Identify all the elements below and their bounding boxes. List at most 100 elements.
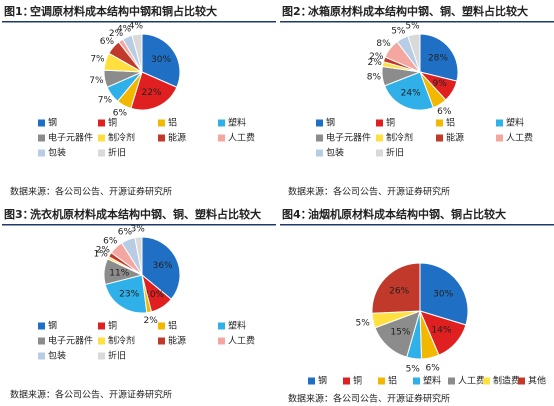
legend-swatch: [38, 149, 45, 157]
slice-label: 5%: [391, 27, 406, 37]
legend-label: 能源: [168, 132, 186, 144]
legend-label: 制冷剂: [108, 335, 135, 347]
legend-swatch: [98, 134, 105, 142]
legend-label: 铝: [168, 320, 177, 332]
legend-label: 塑料: [423, 375, 441, 387]
legend-label: 铜: [353, 375, 362, 387]
title-rule: [2, 21, 276, 23]
slice-label: 36%: [153, 261, 173, 271]
legend-swatch: [38, 119, 45, 127]
slice-label: 7%: [98, 95, 113, 105]
slice-label: 7%: [90, 55, 105, 65]
slice-label: 5%: [406, 365, 421, 375]
slice-label: 6%: [437, 107, 452, 117]
legend-swatch: [376, 119, 383, 127]
legend-swatch: [158, 119, 165, 127]
slice-label: 8%: [376, 39, 391, 49]
slice-label: 24%: [401, 88, 421, 98]
pie-slice: [104, 274, 148, 314]
legend-swatch: [448, 377, 455, 385]
slice-label: 3%: [130, 224, 145, 234]
slice-label: 2%: [368, 58, 383, 68]
chart-title: 洗衣机原材料成本结构中钢、铜、塑料占比较大: [30, 207, 261, 221]
slice-label: 8%: [367, 73, 382, 83]
slice-label: 2%: [109, 29, 124, 39]
legend-label: 制冷剂: [386, 132, 413, 144]
slice-label: 22%: [141, 88, 161, 98]
slice-label: 10%: [144, 290, 164, 300]
legend-label: 折旧: [108, 350, 126, 362]
pie-slice: [130, 71, 178, 111]
slice-label: 2%: [369, 52, 384, 62]
legend-label: 钢: [48, 320, 57, 332]
pie-slice: [134, 236, 143, 276]
legend-label: 铝: [446, 117, 455, 129]
legend-swatch: [436, 134, 443, 142]
slice-label: 28%: [428, 53, 448, 63]
legend-swatch: [376, 149, 383, 157]
legend-swatch: [218, 134, 225, 142]
slice-label: 14%: [431, 326, 451, 336]
figure-label: 图3：: [4, 208, 34, 221]
slice-label: 2%: [96, 246, 111, 256]
legend-swatch: [343, 377, 350, 385]
legend-label: 包装: [48, 147, 66, 159]
chart-title: 冰箱原材料成本结构中钢、铜、塑料占比较大: [308, 4, 528, 18]
legend-swatch: [316, 119, 323, 127]
legend-swatch: [158, 337, 165, 345]
slice-label: 30%: [433, 289, 453, 299]
legend-swatch: [496, 119, 503, 127]
title-rule: [280, 224, 554, 226]
legend-swatch: [413, 377, 420, 385]
legend-label: 电子元器件: [326, 132, 371, 144]
legend-label: 人工费: [228, 335, 255, 347]
legend-swatch: [38, 337, 45, 345]
figure-label: 图4：: [282, 208, 312, 221]
slice-label: 6%: [113, 108, 128, 118]
legend-label: 包装: [326, 147, 344, 159]
legend-swatch: [518, 377, 525, 385]
legend-label: 能源: [446, 132, 464, 144]
legend-label: 铜: [386, 117, 395, 129]
legend-label: 折旧: [108, 147, 126, 159]
legend-label: 电子元器件: [48, 132, 93, 144]
legend-label: 钢: [318, 375, 327, 387]
slice-label: 23%: [119, 289, 139, 299]
slice-label: 9%: [432, 79, 447, 89]
figure-label: 图2：: [282, 5, 312, 18]
slice-label: 6%: [118, 227, 133, 237]
legend-label: 钢: [48, 117, 57, 129]
legend-swatch: [436, 119, 443, 127]
legend-swatch: [218, 337, 225, 345]
legend-label: 人工费: [506, 132, 533, 144]
pie-slice: [407, 33, 421, 73]
legend-label: 其他: [528, 375, 546, 387]
slice-label: 6%: [426, 364, 441, 374]
legend-swatch: [316, 134, 323, 142]
legend-swatch: [38, 322, 45, 330]
slice-label: 6%: [100, 37, 115, 47]
legend-swatch: [218, 322, 225, 330]
source-note: 数据来源：各公司公告、开源证券研究所: [10, 389, 172, 401]
legend-label: 制造费: [493, 375, 520, 387]
source-note: 数据来源：各公司公告、开源证券研究所: [288, 186, 450, 198]
legend-swatch: [316, 149, 323, 157]
legend-label: 人工费: [458, 375, 485, 387]
legend-swatch: [38, 134, 45, 142]
source-note: 数据来源：各公司公告、开源证券研究所: [10, 186, 172, 198]
slice-label: 15%: [390, 328, 410, 338]
pie-slice: [131, 33, 143, 73]
legend-swatch: [98, 119, 105, 127]
title-rule: [280, 21, 554, 23]
legend-label: 塑料: [228, 320, 246, 332]
title-rule: [2, 224, 276, 226]
figure-label: 图1：: [4, 5, 34, 18]
legend-swatch: [98, 149, 105, 157]
slice-label: 7%: [89, 76, 104, 86]
legend-swatch: [98, 337, 105, 345]
legend-label: 人工费: [228, 132, 255, 144]
slice-label: 11%: [109, 268, 129, 278]
legend-swatch: [308, 377, 315, 385]
legend-swatch: [38, 352, 45, 360]
